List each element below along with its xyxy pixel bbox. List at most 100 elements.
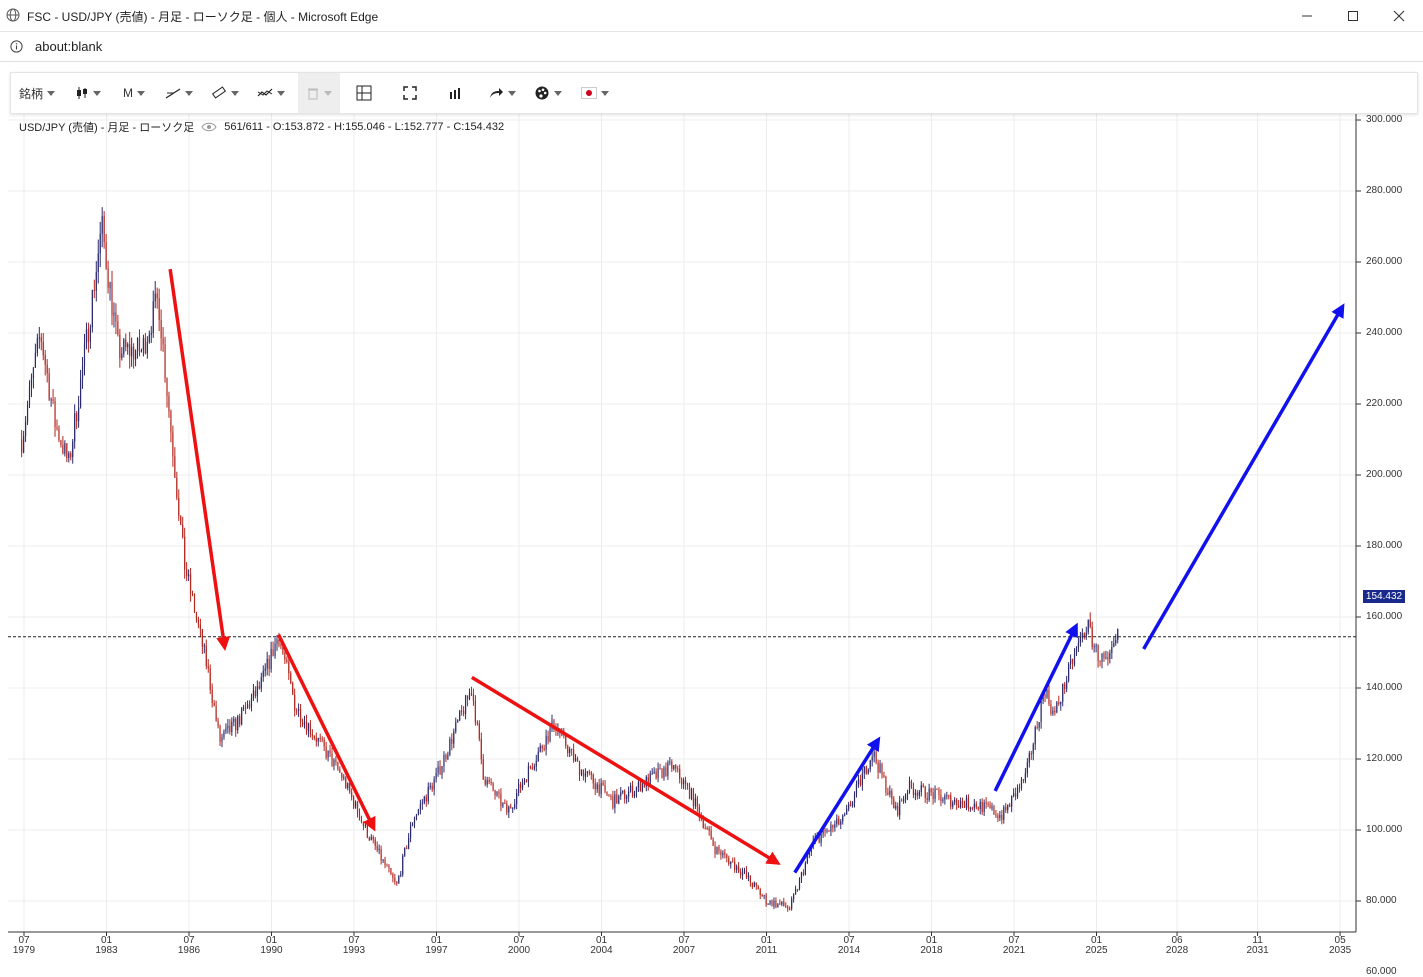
- share-dropdown[interactable]: [488, 73, 516, 113]
- candle-body: [62, 445, 64, 454]
- candle-body: [877, 762, 879, 773]
- candle-body: [435, 772, 437, 780]
- candle-body: [474, 700, 476, 723]
- address-url[interactable]: about:blank: [35, 39, 103, 54]
- x-tick-month: 01: [760, 935, 773, 946]
- eye-icon[interactable]: [201, 122, 217, 132]
- fullscreen-button[interactable]: [403, 73, 417, 113]
- legend-title: USD/JPY (売値) - 月足 - ローソク足: [19, 122, 195, 134]
- candle-body: [918, 791, 920, 796]
- candle-body: [783, 901, 785, 907]
- minimize-button[interactable]: [1284, 0, 1330, 31]
- candle-body: [119, 334, 121, 359]
- candle-body: [421, 802, 423, 805]
- candle-body: [335, 759, 337, 762]
- chart-type-dropdown[interactable]: [75, 73, 101, 113]
- trendline-dropdown[interactable]: [165, 73, 193, 113]
- candle-body: [635, 787, 638, 793]
- x-tick-label: 01 2018: [912, 936, 952, 956]
- candle-body: [333, 759, 335, 766]
- candle-body: [1040, 700, 1042, 723]
- candle-body: [822, 829, 824, 835]
- candle-body: [217, 720, 219, 726]
- x-tick-label: 01 1983: [87, 936, 127, 956]
- ruler-dropdown[interactable]: [211, 73, 239, 113]
- candle-body: [789, 908, 791, 910]
- candle-body: [826, 830, 828, 832]
- x-tick-year: 1993: [342, 945, 366, 956]
- chart-area[interactable]: [0, 62, 1423, 973]
- delete-dropdown[interactable]: [298, 73, 340, 113]
- candle-body: [669, 761, 671, 763]
- volume-button[interactable]: [449, 73, 463, 113]
- candle-body: [1016, 787, 1019, 797]
- info-icon[interactable]: [10, 40, 23, 53]
- candle-body: [109, 281, 111, 289]
- candle-body: [518, 784, 520, 794]
- candle-body: [873, 751, 875, 757]
- price-chart[interactable]: [0, 62, 1423, 973]
- maximize-button[interactable]: [1330, 0, 1376, 31]
- timeframe-dropdown[interactable]: M: [123, 73, 145, 113]
- candle-body: [622, 790, 624, 793]
- candle-body: [258, 686, 260, 689]
- candle-body: [1007, 804, 1009, 811]
- candle-body: [331, 753, 333, 766]
- window-titlebar: FSC - USD/JPY (売値) - 月足 - ローソク足 - 個人 - M…: [0, 0, 1423, 32]
- palette-dropdown[interactable]: [534, 73, 562, 113]
- candle-body: [897, 805, 899, 816]
- symbol-dropdown[interactable]: 銘柄: [19, 73, 56, 113]
- candle-body: [337, 761, 339, 770]
- candle-body: [920, 785, 922, 792]
- x-tick-year: 2028: [1165, 945, 1189, 956]
- x-tick-year: 1986: [177, 945, 201, 956]
- candle-body: [470, 693, 473, 695]
- candle-body: [347, 783, 349, 789]
- candle-body: [889, 790, 891, 795]
- candle-body: [21, 439, 23, 453]
- candle-body: [1026, 762, 1028, 774]
- candle-body: [1103, 653, 1105, 659]
- language-dropdown[interactable]: [581, 73, 609, 113]
- indicator-dropdown[interactable]: [257, 73, 285, 113]
- candle-body: [68, 453, 70, 459]
- candle-body: [463, 710, 465, 714]
- candle-body: [926, 797, 928, 800]
- candle-body: [64, 443, 66, 454]
- candle-body: [940, 794, 942, 802]
- candle-body: [1052, 710, 1054, 714]
- candle-body: [781, 901, 783, 905]
- candle-body: [413, 818, 416, 824]
- layout-button[interactable]: [356, 73, 372, 113]
- candle-body: [400, 874, 402, 876]
- candle-body: [276, 639, 278, 644]
- candle-body: [667, 762, 669, 776]
- candle-body: [56, 427, 58, 429]
- candle-body: [1050, 703, 1052, 714]
- candle-body: [661, 768, 663, 778]
- candle-body: [349, 783, 351, 793]
- candle-body: [537, 751, 539, 761]
- x-tick-month: 07: [183, 935, 195, 946]
- candle-body: [417, 809, 420, 815]
- candle-body: [170, 411, 172, 433]
- candle-body: [932, 792, 934, 800]
- candle-body: [1115, 640, 1117, 644]
- close-button[interactable]: [1376, 0, 1422, 31]
- candle-body: [1009, 804, 1011, 807]
- chevron-down-icon: [554, 90, 562, 96]
- candle-body: [785, 906, 787, 908]
- x-tick-year: 2011: [755, 945, 778, 956]
- candle-body: [274, 643, 276, 656]
- candle-body: [567, 745, 569, 754]
- candle-body: [849, 804, 852, 807]
- candle-body: [138, 337, 141, 353]
- candle-body: [846, 808, 848, 815]
- candle-body: [999, 814, 1001, 818]
- candle-body: [362, 821, 365, 826]
- candle-body: [573, 749, 575, 761]
- candle-body: [704, 827, 706, 829]
- candle-body: [1044, 694, 1046, 698]
- candle-body: [979, 801, 981, 809]
- candle-body: [745, 870, 748, 877]
